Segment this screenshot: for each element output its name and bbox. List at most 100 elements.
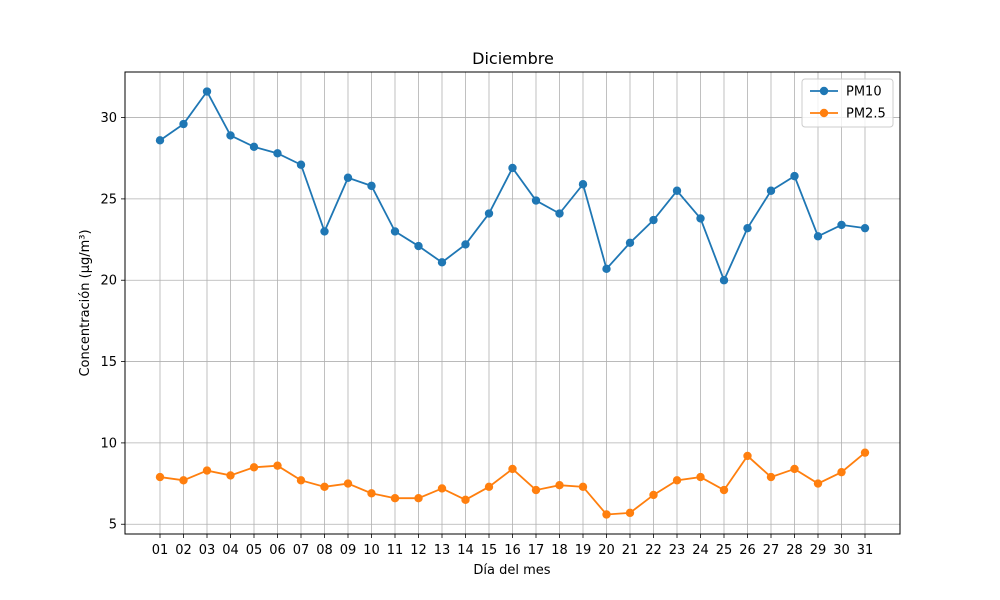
data-point: [484, 482, 494, 492]
data-point: [296, 160, 306, 169]
data-point: [555, 480, 564, 490]
series-pm2-5: [155, 448, 870, 519]
data-point: [273, 461, 282, 470]
x-tick-label: 13: [434, 543, 451, 558]
data-point: [790, 464, 799, 474]
data-point: [625, 238, 635, 248]
data-point: [202, 87, 212, 96]
y-tick-label: 20: [100, 274, 117, 289]
data-point: [602, 264, 611, 274]
data-point: [296, 476, 306, 485]
data-point: [179, 476, 188, 485]
x-tick-label: 26: [739, 543, 756, 558]
data-point: [508, 163, 517, 173]
y-tick-label: 10: [100, 436, 117, 451]
data-point: [696, 472, 705, 482]
legend: PM10 PM2.5: [801, 78, 894, 128]
series-pm10: [155, 87, 870, 285]
data-point: [625, 508, 635, 518]
y-axis: 5 10 15 20 25 30: [100, 111, 125, 533]
data-point: [531, 485, 541, 495]
data-point: [790, 171, 799, 181]
data-point: [155, 136, 165, 145]
x-tick-label: 09: [340, 543, 357, 558]
x-tick-label: 05: [246, 543, 263, 558]
x-tick-label: 10: [363, 543, 380, 558]
data-point: [649, 215, 658, 225]
x-tick-label: 23: [669, 543, 686, 558]
data-point: [179, 119, 188, 129]
x-tick-label: 21: [622, 543, 639, 558]
data-point: [226, 131, 235, 140]
x-tick-label: 15: [481, 543, 498, 558]
x-tick-label: 11: [387, 543, 404, 558]
data-point: [390, 227, 400, 236]
data-point: [437, 258, 447, 267]
x-tick-label: 25: [716, 543, 733, 558]
y-axis-label: Concentración (µg/m³): [78, 229, 93, 376]
data-point: [696, 214, 705, 223]
data-point: [837, 220, 846, 230]
data-point: [719, 276, 729, 285]
x-tick-label: 29: [810, 543, 827, 558]
data-point: [155, 472, 165, 482]
x-tick-label: 16: [504, 543, 521, 558]
data-point: [273, 149, 282, 158]
grid: [125, 72, 900, 534]
series-layer: [155, 87, 870, 519]
data-point: [320, 482, 329, 492]
x-tick-label: 04: [222, 543, 239, 558]
data-point: [484, 209, 494, 218]
data-point: [367, 181, 376, 191]
data-point: [390, 494, 400, 503]
data-point: [202, 466, 212, 475]
x-tick-label: 22: [645, 543, 662, 558]
data-point: [414, 241, 423, 251]
data-point: [766, 186, 776, 195]
data-point: [766, 472, 776, 482]
data-point: [743, 451, 752, 461]
data-point: [672, 186, 682, 195]
x-tick-label: 27: [763, 543, 780, 558]
data-point: [578, 180, 588, 189]
data-point: [414, 494, 423, 503]
x-tick-label: 07: [293, 543, 310, 558]
legend-swatch-marker: [819, 86, 829, 96]
data-point: [672, 476, 682, 485]
data-point: [320, 227, 329, 236]
chart-title: Diciembre: [472, 49, 554, 68]
legend-label: PM10: [846, 85, 882, 100]
x-tick-label: 02: [175, 543, 192, 558]
x-axis-label: Día del mes: [473, 563, 550, 578]
y-tick-label: 5: [109, 518, 117, 533]
y-tick-label: 15: [100, 355, 117, 370]
x-tick-label: 06: [269, 543, 286, 558]
data-point: [437, 484, 447, 493]
data-point: [649, 490, 658, 500]
data-point: [813, 232, 823, 241]
x-tick-label: 01: [152, 543, 169, 558]
data-point: [226, 471, 235, 480]
x-tick-label: 17: [528, 543, 545, 558]
y-tick-label: 30: [100, 111, 117, 126]
data-point: [743, 223, 752, 233]
data-point: [531, 196, 541, 205]
x-tick-label: 03: [199, 543, 216, 558]
x-tick-label: 20: [598, 543, 615, 558]
data-point: [461, 495, 470, 505]
data-point: [860, 448, 870, 457]
data-point: [555, 209, 564, 218]
data-point: [367, 489, 376, 498]
y-tick-label: 25: [100, 192, 117, 207]
x-tick-label: 28: [786, 543, 803, 558]
data-point: [343, 173, 353, 182]
x-tick-label: 14: [457, 543, 474, 558]
x-tick-label: 31: [857, 543, 874, 558]
data-point: [860, 223, 870, 233]
data-point: [249, 142, 259, 152]
data-point: [461, 240, 470, 249]
x-tick-label: 18: [551, 543, 568, 558]
data-point: [813, 479, 823, 488]
data-point: [508, 464, 517, 474]
